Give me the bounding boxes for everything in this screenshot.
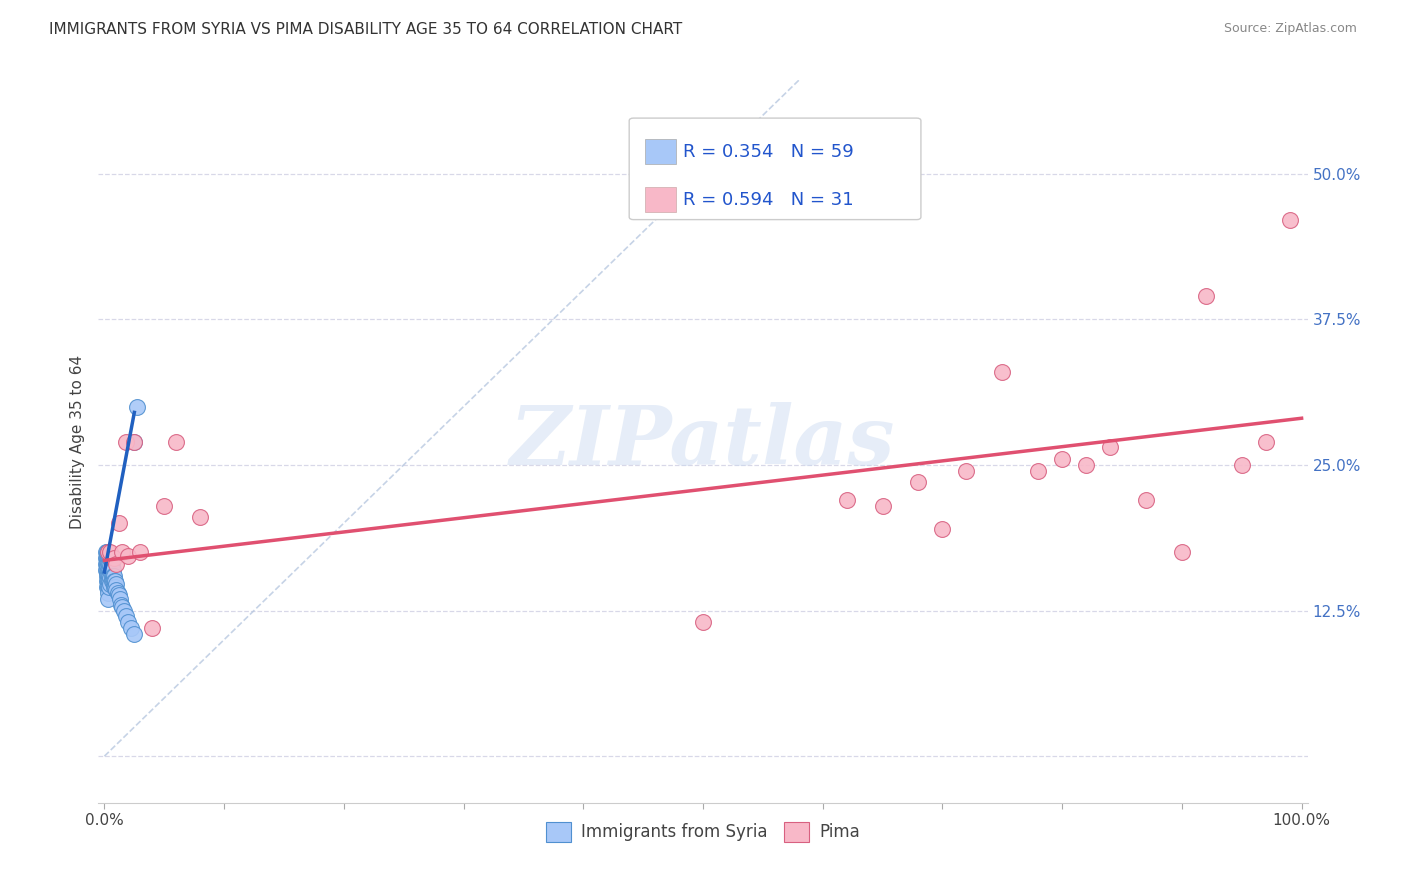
Point: [98, 551, 121, 566]
Point: [100, 563, 122, 577]
Point: [101, 574, 124, 589]
Point: [124, 434, 146, 449]
Point: [1050, 452, 1073, 467]
Point: [117, 549, 139, 563]
Point: [97, 563, 120, 577]
Point: [100, 571, 122, 585]
Point: [1074, 458, 1097, 472]
Point: [129, 545, 152, 559]
Point: [115, 434, 138, 449]
Point: [100, 565, 122, 579]
Y-axis label: Disability Age 35 to 64: Disability Age 35 to 64: [69, 354, 84, 529]
Point: [104, 574, 127, 589]
Point: [97, 545, 120, 559]
Point: [835, 492, 858, 507]
Point: [96, 565, 118, 579]
Point: [1135, 492, 1157, 507]
Point: [100, 553, 122, 567]
Point: [872, 499, 894, 513]
Point: [141, 621, 163, 635]
Point: [188, 510, 211, 524]
Text: Source: ZipAtlas.com: Source: ZipAtlas.com: [1223, 22, 1357, 36]
Point: [1171, 545, 1194, 559]
Point: [107, 586, 129, 600]
Point: [931, 522, 953, 536]
Point: [97, 580, 120, 594]
Point: [97, 586, 120, 600]
Point: [1230, 458, 1253, 472]
Point: [96, 568, 118, 582]
Point: [97, 557, 120, 571]
Point: [124, 434, 146, 449]
Point: [120, 621, 142, 635]
Point: [1099, 441, 1122, 455]
Point: [96, 560, 118, 574]
Point: [101, 568, 124, 582]
Point: [94, 563, 117, 577]
Point: [94, 551, 117, 566]
Text: R = 0.594   N = 31: R = 0.594 N = 31: [683, 191, 853, 209]
Point: [97, 551, 120, 566]
Point: [105, 582, 128, 597]
Text: ZIPatlas: ZIPatlas: [510, 401, 896, 482]
Point: [110, 598, 132, 612]
Point: [101, 563, 124, 577]
Point: [955, 464, 977, 478]
Point: [117, 615, 139, 630]
Point: [96, 549, 118, 563]
Point: [115, 609, 138, 624]
Point: [96, 574, 118, 589]
Point: [112, 603, 135, 617]
Point: [98, 574, 121, 589]
Point: [103, 580, 125, 594]
Point: [107, 588, 129, 602]
Point: [103, 551, 125, 566]
Point: [98, 580, 121, 594]
Point: [94, 557, 117, 571]
Point: [104, 580, 127, 594]
Text: R = 0.354   N = 59: R = 0.354 N = 59: [683, 143, 853, 161]
Point: [125, 400, 148, 414]
Point: [103, 574, 125, 589]
Point: [96, 557, 118, 571]
Point: [97, 591, 120, 606]
Point: [100, 574, 122, 589]
Point: [96, 545, 118, 559]
Point: [165, 434, 187, 449]
Point: [97, 574, 120, 589]
Point: [111, 600, 134, 615]
Point: [97, 545, 120, 559]
Point: [94, 545, 117, 559]
Point: [96, 580, 118, 594]
Point: [1254, 434, 1277, 449]
Point: [111, 545, 134, 559]
Point: [107, 516, 129, 530]
Text: IMMIGRANTS FROM SYRIA VS PIMA DISABILITY AGE 35 TO 64 CORRELATION CHART: IMMIGRANTS FROM SYRIA VS PIMA DISABILITY…: [49, 22, 682, 37]
Point: [1195, 289, 1218, 303]
Legend: Immigrants from Syria, Pima: Immigrants from Syria, Pima: [540, 815, 866, 848]
Point: [105, 576, 128, 591]
Point: [692, 615, 714, 630]
Point: [98, 568, 121, 582]
Point: [98, 557, 121, 571]
Point: [100, 545, 122, 559]
Point: [100, 576, 122, 591]
Point: [97, 568, 120, 582]
Point: [153, 499, 176, 513]
Point: [103, 568, 125, 582]
Point: [100, 559, 122, 574]
Point: [98, 563, 121, 577]
Point: [1026, 464, 1049, 478]
Point: [991, 365, 1014, 379]
Point: [100, 557, 122, 571]
Point: [1278, 213, 1301, 227]
Point: [105, 557, 128, 571]
Point: [124, 627, 146, 641]
Point: [100, 568, 122, 582]
Point: [96, 553, 118, 567]
Point: [108, 591, 131, 606]
Point: [907, 475, 929, 490]
